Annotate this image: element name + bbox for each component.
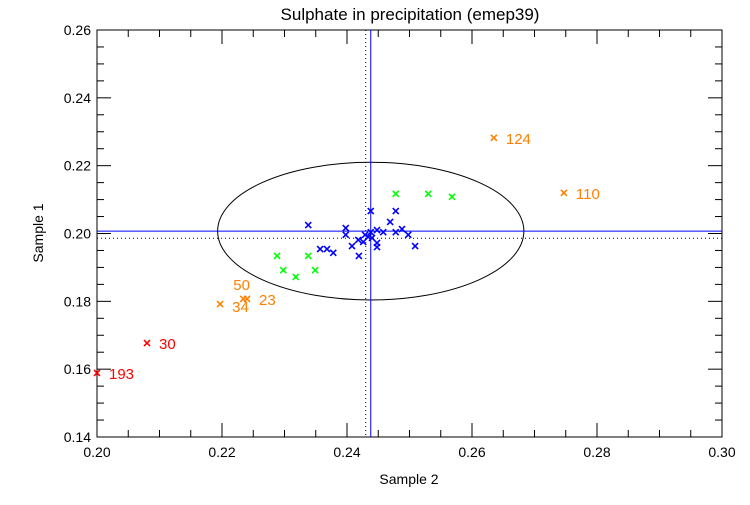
green-point: [279, 266, 287, 274]
x-marker: [342, 224, 350, 232]
x-marker: [311, 266, 319, 274]
x-marker: [342, 231, 350, 239]
red-point: [143, 339, 151, 347]
x-marker: [273, 252, 281, 260]
point-label: 34: [232, 299, 249, 316]
blue-point: [404, 231, 412, 239]
point-label: 124: [506, 131, 531, 148]
x-marker: [392, 228, 400, 236]
green-point: [273, 252, 281, 260]
point-label: 110: [576, 186, 600, 203]
x-marker: [392, 207, 400, 215]
blue-point: [342, 224, 350, 232]
y-tick-label: 0.14: [64, 429, 91, 445]
x-marker: [323, 245, 331, 253]
blue-point: [373, 226, 381, 234]
orange-point: [560, 189, 568, 197]
green-point: [292, 273, 300, 281]
x-marker: [316, 245, 324, 253]
blue-point: [392, 228, 400, 236]
x-marker: [355, 252, 363, 260]
x-marker: [367, 228, 375, 236]
axes: 0.20 0.22 0.24 0.26 0.28 0.30 0.14 0.16 0.18 0.20…: [64, 22, 736, 460]
blue-point: [364, 233, 372, 241]
x-marker: [386, 218, 394, 226]
y-tick-label: 0.16: [64, 361, 91, 377]
x-tick-label: 0.20: [83, 444, 110, 460]
orange-point: [216, 300, 224, 308]
y-tick-label: 0.18: [64, 293, 91, 309]
point-label: 30: [159, 336, 176, 353]
x-marker: [304, 252, 312, 260]
green-point: [424, 190, 432, 198]
blue-point: [386, 218, 394, 226]
blue-point: [342, 231, 350, 239]
x-tick-label: 0.26: [458, 444, 485, 460]
x-marker: [448, 193, 456, 201]
x-marker: [348, 242, 356, 250]
x-marker: [359, 238, 367, 246]
x-marker: [379, 228, 387, 236]
x-marker: [304, 221, 312, 229]
y-tick-label: 0.26: [64, 22, 91, 38]
x-marker: [216, 300, 224, 308]
x-marker: [243, 295, 251, 303]
x-marker: [364, 233, 372, 241]
blue-point: [392, 207, 400, 215]
x-tick-label: 0.28: [583, 444, 610, 460]
blue-point: [367, 207, 375, 215]
y-tick-label: 0.22: [64, 158, 91, 174]
y-tick-label: 0.20: [64, 226, 91, 242]
x-marker: [367, 207, 375, 215]
blue-point: [304, 221, 312, 229]
point-label: 23: [259, 292, 276, 309]
blue-point: [323, 245, 331, 253]
x-axis-label: Sample 2: [379, 471, 438, 487]
x-marker: [560, 189, 568, 197]
y-axis-label: Sample 1: [30, 203, 46, 262]
x-marker: [292, 273, 300, 281]
blue-point: [373, 243, 381, 251]
y-tick-label: 0.24: [64, 90, 91, 106]
blue-point: [348, 242, 356, 250]
blue-point: [367, 228, 375, 236]
x-marker: [93, 369, 101, 377]
x-marker: [424, 190, 432, 198]
blue-point: [316, 245, 324, 253]
blue-point: [329, 249, 337, 257]
x-marker: [392, 190, 400, 198]
blue-point: [379, 228, 387, 236]
red-point: [93, 369, 101, 377]
blue-point: [359, 238, 367, 246]
x-tick-label: 0.24: [333, 444, 360, 460]
green-point: [392, 190, 400, 198]
x-marker: [143, 339, 151, 347]
orange-point: [490, 134, 498, 142]
chart-title: Sulphate in precipitation (emep39): [281, 5, 540, 24]
green-point: [311, 266, 319, 274]
blue-point: [398, 225, 406, 233]
x-marker: [279, 266, 287, 274]
green-point: [304, 252, 312, 260]
blue-point: [411, 242, 419, 250]
blue-point: [354, 236, 362, 244]
x-marker: [373, 226, 381, 234]
x-marker: [373, 243, 381, 251]
x-marker: [329, 249, 337, 257]
x-tick-label: 0.22: [208, 444, 235, 460]
blue-point: [355, 252, 363, 260]
x-tick-label: 0.30: [708, 444, 735, 460]
green-point: [448, 193, 456, 201]
x-marker: [411, 242, 419, 250]
data-points: 124 110 34 50 23 30 193: [93, 131, 600, 383]
point-label: 193: [109, 366, 134, 383]
x-marker: [404, 231, 412, 239]
x-marker: [490, 134, 498, 142]
x-marker: [398, 225, 406, 233]
point-label: 50: [233, 277, 250, 294]
orange-point: [243, 295, 251, 303]
x-marker: [354, 236, 362, 244]
